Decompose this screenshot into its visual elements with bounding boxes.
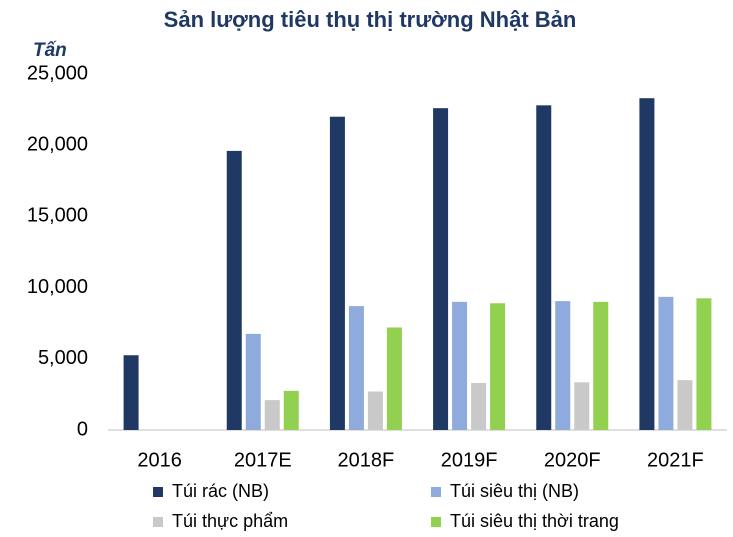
x-tick-label: 2021F — [647, 449, 704, 471]
y-axis-label: Tấn — [33, 40, 67, 61]
y-tick-label: 25,000 — [27, 62, 88, 84]
bar — [639, 98, 655, 430]
bar — [386, 327, 402, 430]
bar — [471, 383, 487, 430]
bar — [367, 391, 383, 430]
legend-swatch — [153, 487, 163, 497]
bar — [574, 382, 590, 430]
bar — [696, 298, 712, 430]
legend-label: Túi siêu thị thời trang — [450, 511, 619, 531]
legend-swatch — [431, 517, 441, 527]
y-tick-label: 20,000 — [27, 133, 88, 155]
bar — [245, 333, 261, 430]
bar — [348, 306, 364, 430]
y-tick-label: 0 — [77, 418, 88, 440]
y-tick-label: 15,000 — [27, 205, 88, 227]
legend-label: Túi siêu thị (NB) — [450, 481, 579, 501]
bar — [555, 301, 571, 430]
legend-label: Túi rác (NB) — [172, 481, 269, 501]
bar — [536, 105, 552, 430]
bar — [264, 400, 280, 430]
bar — [452, 301, 468, 430]
x-tick-label: 2017E — [234, 449, 292, 471]
legend-swatch — [431, 487, 441, 497]
bar — [490, 303, 506, 430]
x-tick-label: 2018F — [338, 449, 395, 471]
x-tick-label: 2020F — [544, 449, 601, 471]
bar — [593, 301, 609, 430]
y-tick-label: 5,000 — [38, 347, 88, 369]
bar — [658, 296, 674, 430]
bar — [283, 390, 299, 430]
chart-title: Sản lượng tiêu thụ thị trường Nhật Bản — [164, 7, 577, 32]
bar — [433, 108, 449, 431]
bar — [677, 380, 693, 430]
legend-label: Túi thực phẩm — [172, 511, 288, 531]
bar — [329, 116, 345, 430]
bar — [226, 150, 242, 430]
bar — [123, 355, 139, 430]
x-tick-label: 2019F — [441, 449, 498, 471]
x-tick-label: 2016 — [137, 449, 182, 471]
y-tick-label: 10,000 — [27, 276, 88, 298]
legend-swatch — [153, 517, 163, 527]
